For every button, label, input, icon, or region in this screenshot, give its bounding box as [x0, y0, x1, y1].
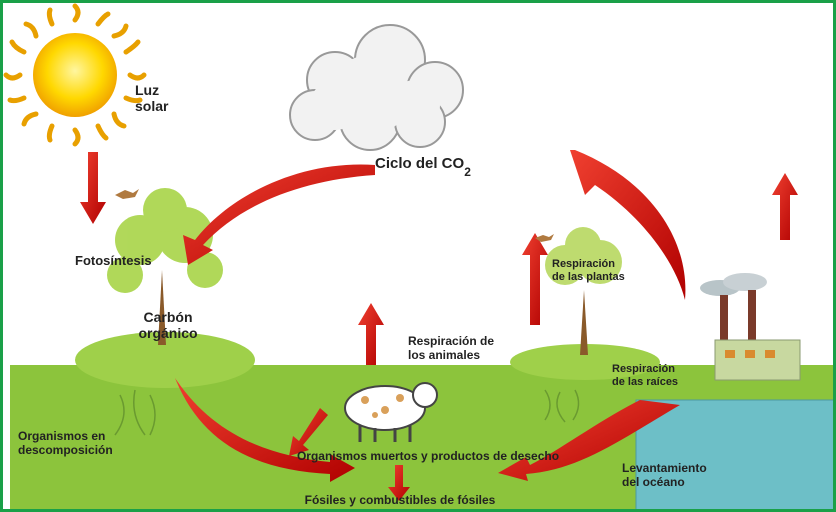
label-line: solar	[135, 98, 169, 114]
label: Fósiles y combustibles de fósiles	[305, 493, 496, 507]
roots	[114, 389, 580, 436]
label-line: orgánico	[138, 325, 197, 341]
label-line: los animales	[408, 348, 480, 362]
label: Fotosíntesis	[75, 253, 152, 268]
tree-right	[545, 227, 622, 355]
factory	[700, 273, 801, 381]
label-line: del océano	[622, 475, 685, 489]
label-line: Fotosíntesis	[75, 253, 152, 268]
label: Luz solar	[135, 82, 169, 114]
label: Respiración de los animales	[408, 334, 494, 362]
label-line: de las raíces	[612, 376, 678, 388]
label: Respiración de las raíces	[612, 363, 678, 388]
label-line: de las plantas	[552, 271, 625, 283]
label-line: Respiración de	[408, 334, 494, 348]
label: Organismos en descomposición	[18, 429, 113, 457]
label-line: Carbón	[144, 309, 193, 325]
label-line: Organismos en	[18, 429, 105, 443]
hill	[75, 332, 255, 388]
title: Ciclo del CO2	[375, 155, 471, 179]
cloud-fill	[310, 55, 440, 135]
label-line: Fósiles y combustibles de fósiles	[305, 493, 496, 507]
ocean	[635, 399, 836, 512]
label: Organismos muertos y productos de desech…	[297, 449, 559, 463]
label-line: Respiración	[552, 258, 615, 270]
label-line: Levantamiento	[622, 461, 707, 475]
label: Respiración de las plantas	[552, 258, 625, 283]
label-line: Respiración	[612, 363, 675, 375]
sheep	[344, 382, 438, 442]
label-line: Organismos muertos y productos de desech…	[297, 449, 559, 463]
label: Carbón orgánico	[138, 309, 197, 341]
label: Levantamiento del océano	[622, 461, 707, 489]
bird	[115, 189, 139, 199]
hill	[510, 344, 660, 380]
label-line: descomposición	[18, 443, 113, 457]
arrows	[80, 150, 798, 501]
sun	[3, 3, 147, 147]
label-line: Luz	[135, 82, 159, 98]
bird	[535, 234, 554, 242]
